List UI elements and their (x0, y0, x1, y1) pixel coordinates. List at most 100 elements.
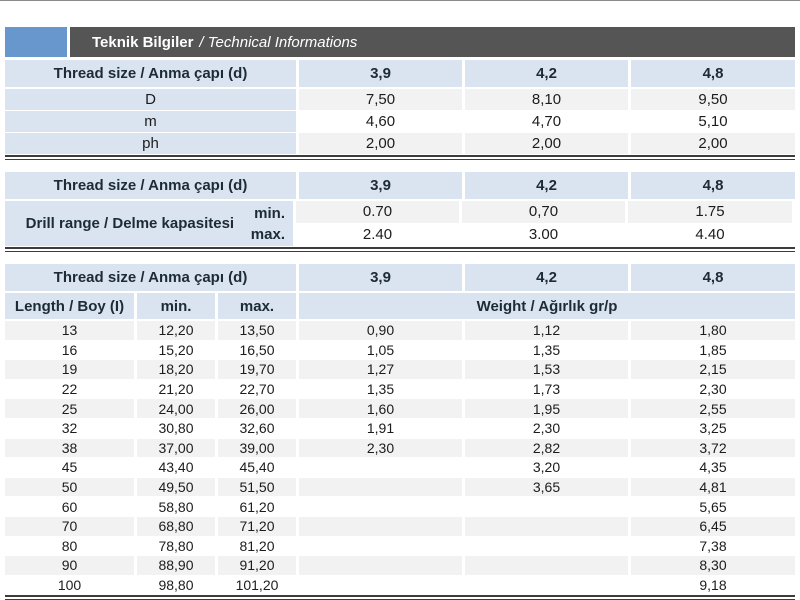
length-cell: 60 (5, 497, 134, 516)
table-rule (5, 595, 795, 600)
row-label: D (5, 89, 296, 110)
accent-square (5, 27, 67, 57)
col-header-3-9: 3,9 (299, 60, 462, 87)
max-cell: 39,00 (218, 438, 296, 458)
weight-cell (299, 477, 462, 497)
max-cell: 45,40 (218, 458, 296, 477)
weight-cell: 1,27 (299, 360, 462, 379)
weight-cell: 7,38 (631, 536, 795, 556)
max-header: max. (218, 293, 296, 319)
minmax-labels: min. max. (251, 203, 285, 245)
table-row: 45 43,40 45,40 3,20 4,35 (5, 458, 795, 477)
table-row: 22 21,20 22,70 1,35 1,73 2,30 (5, 379, 795, 399)
min-cell: 49,50 (137, 477, 215, 497)
length-cell: 100 (5, 575, 134, 595)
col-header-4-8: 4,8 (631, 264, 795, 291)
value-cell: 2,00 (631, 133, 795, 154)
table-row: 100 98,80 101,20 9,18 (5, 575, 795, 595)
min-cell: 12,20 (137, 321, 215, 340)
weight-cell: 1,53 (465, 360, 628, 379)
thread-size-header: Thread size / Anma çapı (d) (5, 264, 296, 291)
table-row: 90 88,90 91,20 8,30 (5, 556, 795, 575)
weight-cell: 3,20 (465, 458, 628, 477)
weight-cell: 0,90 (299, 321, 462, 340)
length-cell: 16 (5, 340, 134, 360)
table-row: 19 18,20 19,70 1,27 1,53 2,15 (5, 360, 795, 379)
table-header-row: Thread size / Anma çapı (d) 3,9 4,2 4,8 (5, 264, 795, 291)
page-title-en: / Technical Informations (199, 33, 358, 51)
value-cell: 0,70 (462, 201, 625, 223)
spec-sheet: Teknik Bilgiler / Technical Informations… (5, 27, 795, 600)
value-cell: 1.75 (628, 201, 792, 223)
min-cell: 43,40 (137, 458, 215, 477)
length-cell: 50 (5, 477, 134, 497)
table-dimensions: Thread size / Anma çapı (d) 3,9 4,2 4,8 … (5, 60, 795, 160)
length-cell: 25 (5, 399, 134, 418)
table-rule (5, 247, 795, 252)
weight-cell (299, 536, 462, 556)
length-cell: 22 (5, 379, 134, 399)
weight-cell: 8,30 (631, 556, 795, 575)
max-cell: 71,20 (218, 516, 296, 536)
table-row: ph 2,00 2,00 2,00 (5, 133, 795, 154)
table-drill-range: Thread size / Anma çapı (d) 3,9 4,2 4,8 … (5, 172, 795, 252)
weight-cell: 2,82 (465, 438, 628, 458)
title-bar: Teknik Bilgiler / Technical Informations (5, 27, 795, 57)
min-cell: 68,80 (137, 516, 215, 536)
weight-cell: 2,30 (631, 379, 795, 399)
col-header-3-9: 3,9 (299, 264, 462, 291)
value-cell: 4.40 (628, 223, 792, 245)
table-row: m 4,60 4,70 5,10 (5, 111, 795, 132)
title-strip: Teknik Bilgiler / Technical Informations (70, 27, 795, 57)
max-cell: 91,20 (218, 556, 296, 575)
length-header: Length / Boy (I) (5, 293, 134, 319)
table-header-row: Thread size / Anma çapı (d) 3,9 4,2 4,8 (5, 60, 795, 87)
value-cell: 2,00 (465, 133, 628, 154)
max-cell: 16,50 (218, 340, 296, 360)
weight-cell: 1,80 (631, 321, 795, 340)
min-header: min. (137, 293, 215, 319)
max-cell: 61,20 (218, 497, 296, 516)
col-header-4-2: 4,2 (465, 60, 628, 87)
col-header-4-8: 4,8 (631, 60, 795, 87)
table-row: 25 24,00 26,00 1,60 1,95 2,55 (5, 399, 795, 418)
length-cell: 45 (5, 458, 134, 477)
table-rule (5, 155, 795, 160)
weight-cell: 4,35 (631, 458, 795, 477)
table-row: 13 12,20 13,50 0,90 1,12 1,80 (5, 321, 795, 340)
max-cell: 32,60 (218, 418, 296, 438)
value-cell: 9,50 (631, 89, 795, 110)
table-subheader-row: Length / Boy (I) min. max. Weight / Ağır… (5, 293, 795, 319)
table-row: 50 49,50 51,50 3,65 4,81 (5, 477, 795, 497)
table-row: 16 15,20 16,50 1,05 1,35 1,85 (5, 340, 795, 360)
min-cell: 21,20 (137, 379, 215, 399)
weight-cell: 3,25 (631, 418, 795, 438)
min-cell: 18,20 (137, 360, 215, 379)
weight-cell (465, 516, 628, 536)
value-cell: 8,10 (465, 89, 628, 110)
weight-cell (465, 536, 628, 556)
row-label: m (5, 111, 296, 132)
table-row: D 7,50 8,10 9,50 (5, 89, 795, 110)
weight-cell: 2,30 (299, 438, 462, 458)
weight-cell: 1,35 (299, 379, 462, 399)
drill-range-body: Drill range / Delme kapasitesi min. max.… (5, 201, 795, 246)
weight-cell: 1,60 (299, 399, 462, 418)
min-cell: 15,20 (137, 340, 215, 360)
weight-cell: 5,65 (631, 497, 795, 516)
table-row: 60 58,80 61,20 5,65 (5, 497, 795, 516)
weight-cell: 6,45 (631, 516, 795, 536)
length-cell: 32 (5, 418, 134, 438)
col-header-3-9: 3,9 (299, 172, 462, 199)
weight-cell: 1,95 (465, 399, 628, 418)
table-row: 80 78,80 81,20 7,38 (5, 536, 795, 556)
value-cell: 0.70 (296, 201, 459, 223)
weight-cell (299, 497, 462, 516)
table-row: 70 68,80 71,20 6,45 (5, 516, 795, 536)
thread-size-header: Thread size / Anma çapı (d) (5, 60, 296, 87)
weight-cell (465, 497, 628, 516)
max-label: max. (250, 225, 285, 243)
length-cell: 38 (5, 438, 134, 458)
weight-cell (465, 556, 628, 575)
col-header-4-2: 4,2 (465, 264, 628, 291)
